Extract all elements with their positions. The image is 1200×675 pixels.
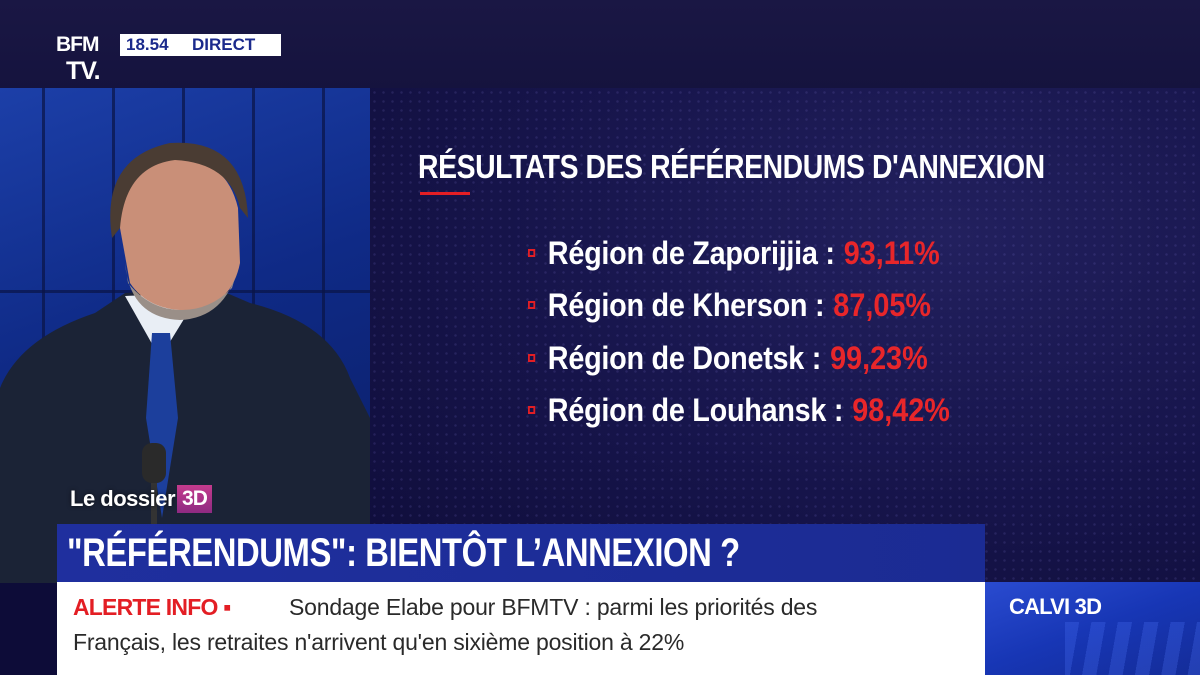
news-ticker: ALERTE INFO ▪ Sondage Elabe pour BFMTV :… bbox=[57, 582, 985, 675]
results-panel bbox=[370, 88, 1200, 583]
result-value: 98,42% bbox=[852, 391, 950, 428]
result-label: Région de Louhansk : bbox=[547, 391, 844, 428]
result-label: Région de Zaporijjia : bbox=[547, 234, 835, 271]
program-box: CALVI 3D bbox=[985, 582, 1200, 675]
bullet-icon bbox=[528, 249, 536, 257]
program-decoration bbox=[1065, 622, 1200, 675]
result-label: Région de Kherson : bbox=[547, 286, 825, 323]
live-time: 18.54 bbox=[126, 35, 169, 54]
result-value: 93,11% bbox=[843, 234, 940, 271]
panel-texture bbox=[370, 88, 1200, 583]
logo-line1: BFM bbox=[56, 33, 99, 56]
ticker-line-1: Sondage Elabe pour BFMTV : parmi les pri… bbox=[289, 594, 818, 620]
headline-band: "RÉFÉRENDUMS": BIENTÔT L’ANNEXION ? bbox=[57, 524, 985, 582]
alert-label: ALERTE INFO ▪ bbox=[73, 594, 231, 620]
result-row-kherson: Région de Kherson : 87,05% bbox=[528, 285, 931, 325]
bullet-icon bbox=[528, 406, 536, 414]
presenter-image bbox=[0, 142, 370, 583]
microphone-icon bbox=[142, 443, 166, 483]
logo-line2: TV. bbox=[66, 57, 101, 85]
results-title: RÉSULTATS DES RÉFÉRENDUMS D'ANNEXION bbox=[418, 148, 1045, 185]
result-row-zaporijjia: Région de Zaporijjia : 93,11% bbox=[528, 233, 940, 273]
segment-badge: 3D bbox=[177, 485, 212, 513]
bfmtv-logo: BFM TV. bbox=[56, 33, 116, 85]
result-label: Région de Donetsk : bbox=[547, 339, 822, 376]
ticker-line-2: Français, les retraites n'arrivent qu'en… bbox=[73, 629, 685, 655]
segment-tag: Le dossier 3D bbox=[70, 482, 212, 516]
bullet-icon bbox=[528, 354, 536, 362]
live-tag: 18.54 DIRECT bbox=[120, 34, 281, 56]
result-value: 87,05% bbox=[833, 286, 931, 323]
bullet-icon bbox=[528, 301, 536, 309]
title-underline bbox=[420, 192, 470, 195]
result-value: 99,23% bbox=[830, 339, 928, 376]
segment-label: Le dossier bbox=[70, 486, 176, 511]
headline-text: "RÉFÉRENDUMS": BIENTÔT L’ANNEXION ? bbox=[67, 530, 740, 575]
result-row-louhansk: Région de Louhansk : 98,42% bbox=[528, 390, 950, 430]
result-row-donetsk: Région de Donetsk : 99,23% bbox=[528, 338, 928, 378]
live-label: DIRECT bbox=[192, 35, 256, 54]
program-label: CALVI 3D bbox=[1009, 594, 1102, 619]
